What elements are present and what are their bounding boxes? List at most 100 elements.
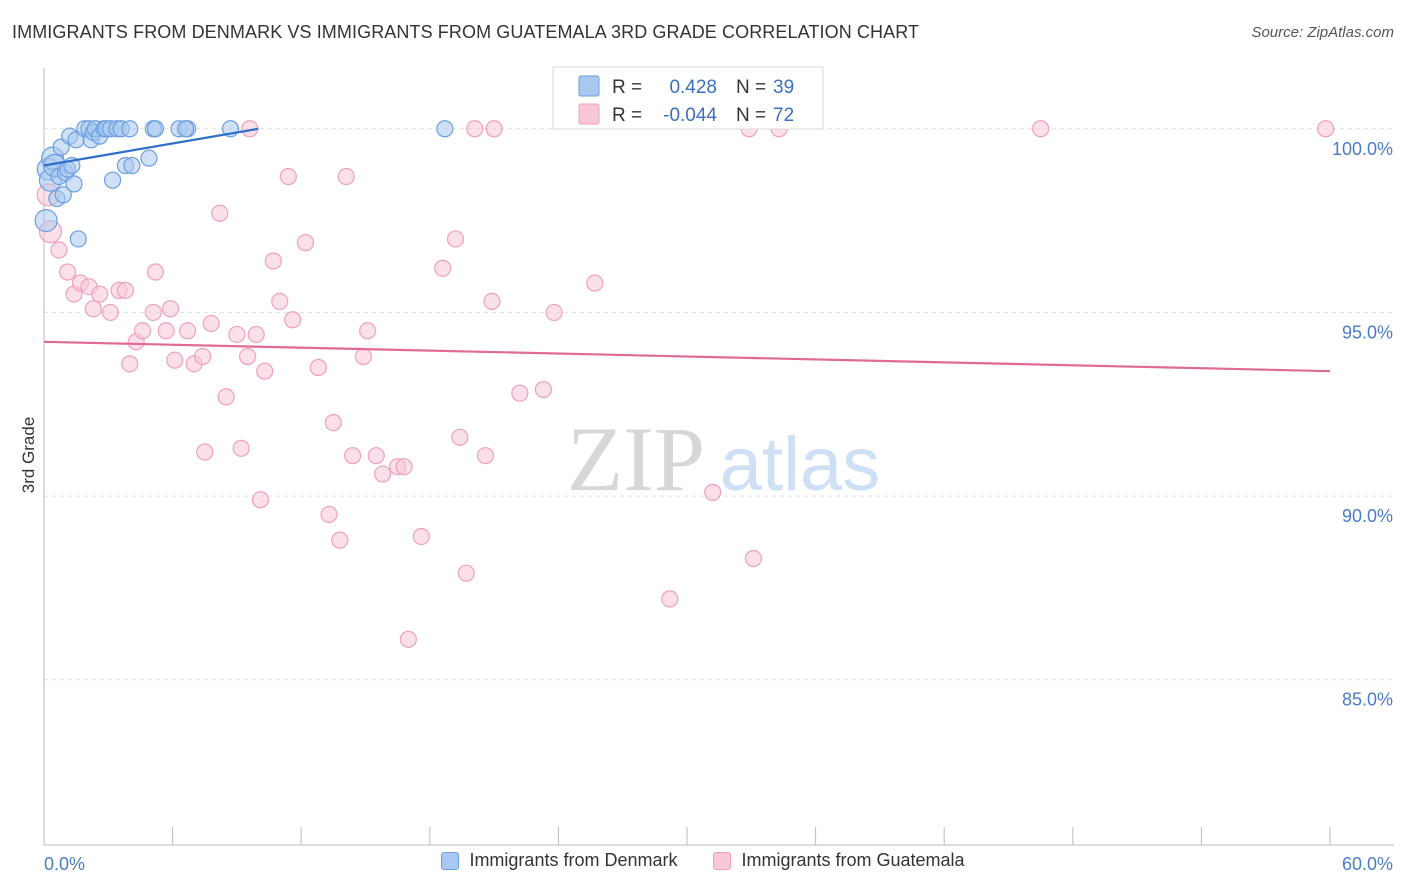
point-1-34 — [271, 292, 289, 310]
point-1-35 — [279, 167, 297, 186]
y-tick-label-2: 90.0% — [1342, 506, 1393, 526]
x-tick-label-end: 60.0% — [1342, 854, 1393, 874]
point-1-65 — [704, 483, 722, 501]
point-0-29 — [123, 156, 141, 175]
legend-label-denmark: Immigrants from Denmark — [469, 850, 678, 870]
legend-swatch-denmark — [441, 851, 460, 870]
point-1-44 — [354, 347, 372, 366]
point-1-41 — [331, 531, 349, 549]
point-1-69 — [1032, 120, 1050, 138]
stats-n-label-0: N = — [736, 77, 766, 98]
point-1-18 — [161, 300, 180, 318]
chart-title: IMMIGRANTS FROM DENMARK VS IMMIGRANTS FR… — [12, 22, 920, 42]
legend-item-denmark: Immigrants from Denmark — [441, 850, 677, 871]
stats-swatch-1 — [578, 103, 600, 125]
point-1-38 — [309, 358, 327, 377]
point-1-42 — [337, 167, 355, 186]
point-1-54 — [451, 428, 469, 446]
point-1-43 — [344, 447, 362, 465]
stats-r-label-1: R = — [612, 105, 642, 126]
stats-swatch-0 — [578, 75, 600, 97]
point-1-29 — [239, 347, 257, 366]
point-0-37 — [146, 120, 165, 138]
y-tick-label-1: 95.0% — [1342, 322, 1393, 342]
point-1-7 — [84, 300, 102, 318]
point-1-36 — [284, 311, 302, 329]
point-1-2 — [50, 241, 68, 259]
point-1-14 — [133, 322, 152, 340]
point-1-53 — [446, 230, 465, 248]
point-1-22 — [194, 347, 212, 366]
point-1-49 — [395, 458, 413, 476]
point-0-30 — [140, 149, 158, 167]
point-1-50 — [399, 630, 417, 648]
point-1-64 — [661, 590, 679, 608]
chart-source: Source: ZipAtlas.com — [1251, 24, 1394, 41]
legend-swatch-guatemala — [713, 851, 732, 870]
point-1-59 — [485, 120, 503, 138]
point-1-56 — [466, 120, 484, 138]
point-1-31 — [251, 491, 270, 509]
stats-legend: R = 0.428 N = 39 R = -0.044 N = 72 — [552, 66, 824, 130]
y-tick-label-3: 85.0% — [1342, 690, 1393, 710]
point-1-17 — [157, 322, 175, 340]
point-0-12 — [65, 175, 83, 193]
stats-r-value-1: -0.044 — [663, 105, 717, 126]
point-1-27 — [228, 325, 246, 344]
point-1-24 — [202, 314, 220, 333]
point-1-8 — [91, 285, 109, 303]
point-1-61 — [534, 380, 552, 399]
point-1-9 — [101, 303, 120, 322]
series-points-0 — [34, 120, 454, 248]
point-1-52 — [434, 259, 452, 277]
point-1-60 — [511, 384, 529, 402]
trend-line-0 — [43, 127, 259, 167]
point-1-19 — [166, 351, 184, 369]
point-1-16 — [146, 263, 165, 281]
point-1-63 — [586, 274, 604, 292]
y-axis-label: 3rd Grade — [19, 417, 38, 494]
point-1-15 — [144, 303, 162, 322]
trend-lines — [43, 127, 1331, 373]
watermark-zip: ZIP — [567, 408, 705, 510]
data-points — [34, 120, 1335, 648]
point-1-70 — [1317, 120, 1335, 138]
x-tick-label-start: 0.0% — [44, 854, 85, 874]
point-1-40 — [324, 414, 342, 432]
point-0-24 — [103, 171, 122, 189]
point-1-28 — [232, 439, 250, 457]
point-1-23 — [196, 443, 214, 461]
point-1-11 — [116, 281, 135, 299]
point-1-46 — [367, 447, 385, 465]
point-1-57 — [476, 447, 495, 465]
point-1-62 — [545, 303, 563, 322]
y-tick-labels: 100.0% 95.0% 90.0% 85.0% — [1332, 139, 1393, 710]
point-0-28 — [121, 120, 139, 138]
point-1-30 — [247, 325, 265, 344]
point-1-39 — [320, 505, 338, 524]
point-1-32 — [256, 362, 274, 380]
trend-line-1 — [43, 340, 1331, 373]
point-1-58 — [483, 292, 501, 310]
point-1-55 — [457, 564, 475, 582]
point-1-67 — [744, 549, 763, 568]
y-tick-label-0: 100.0% — [1332, 139, 1393, 159]
point-1-20 — [179, 322, 197, 340]
stats-r-label-0: R = — [612, 77, 642, 98]
x-tick-labels: 0.0% 60.0% — [44, 854, 1393, 874]
point-1-33 — [264, 252, 282, 270]
point-1-26 — [217, 388, 235, 406]
point-0-35 — [436, 120, 454, 138]
point-0-7 — [54, 186, 72, 204]
legend-item-guatemala: Immigrants from Guatemala — [713, 850, 965, 871]
legend-label-guatemala: Immigrants from Guatemala — [741, 850, 965, 870]
stats-n-value-1: 72 — [773, 105, 794, 126]
point-1-51 — [412, 527, 430, 546]
point-0-36 — [34, 208, 58, 233]
grid-lines — [44, 128, 1394, 681]
series-points-1 — [36, 120, 1335, 648]
point-1-12 — [121, 355, 139, 373]
point-0-38 — [176, 120, 195, 138]
stats-n-label-1: N = — [736, 105, 766, 126]
point-1-45 — [359, 322, 377, 340]
